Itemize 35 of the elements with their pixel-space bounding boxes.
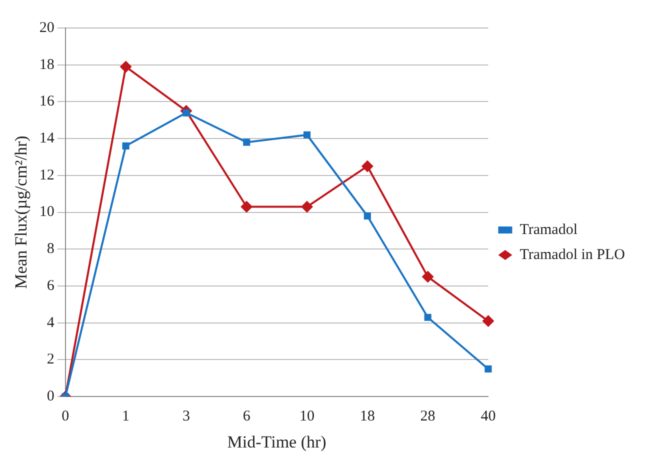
y-tick-label: 18 (39, 56, 54, 73)
point (422, 270, 434, 283)
x-tick-label: 18 (360, 408, 375, 425)
y-tick-label: 6 (46, 278, 55, 294)
x-tick-label: 6 (242, 408, 251, 425)
legend-label: Tramadol in PLO (520, 246, 626, 263)
x-tick-label: 40 (480, 408, 496, 425)
x-tick-label: 0 (62, 408, 70, 425)
x-tick-label: 3 (182, 408, 190, 425)
y-tick-label: 8 (46, 241, 54, 258)
y-tick-label: 20 (39, 20, 54, 36)
y-tick-label: 14 (39, 130, 55, 147)
point (424, 314, 432, 321)
y-tick-label: 4 (46, 314, 55, 331)
point (303, 131, 311, 138)
x-tick-label: 1 (122, 408, 130, 425)
y-tick-label: 12 (39, 167, 54, 184)
point (240, 200, 253, 213)
x-axis-title: Mid-Time (hr) (227, 432, 326, 452)
point (361, 160, 374, 172)
point (484, 365, 492, 372)
point (482, 315, 494, 328)
y-tick-label: 10 (39, 204, 54, 220)
y-tick-label: 0 (46, 388, 54, 405)
y-axis-title: Mean Flux(µg/cm²/hr) (12, 136, 31, 289)
point (364, 212, 371, 220)
y-tick-label: 16 (39, 94, 55, 110)
y-tick-label: 2 (46, 352, 54, 368)
point (122, 142, 130, 150)
x-tick-label: 10 (300, 408, 315, 425)
point (120, 60, 132, 73)
x-tick-label: 28 (420, 408, 436, 425)
legend-label: Tramadol (520, 222, 578, 238)
point (243, 138, 250, 146)
point (301, 200, 314, 213)
